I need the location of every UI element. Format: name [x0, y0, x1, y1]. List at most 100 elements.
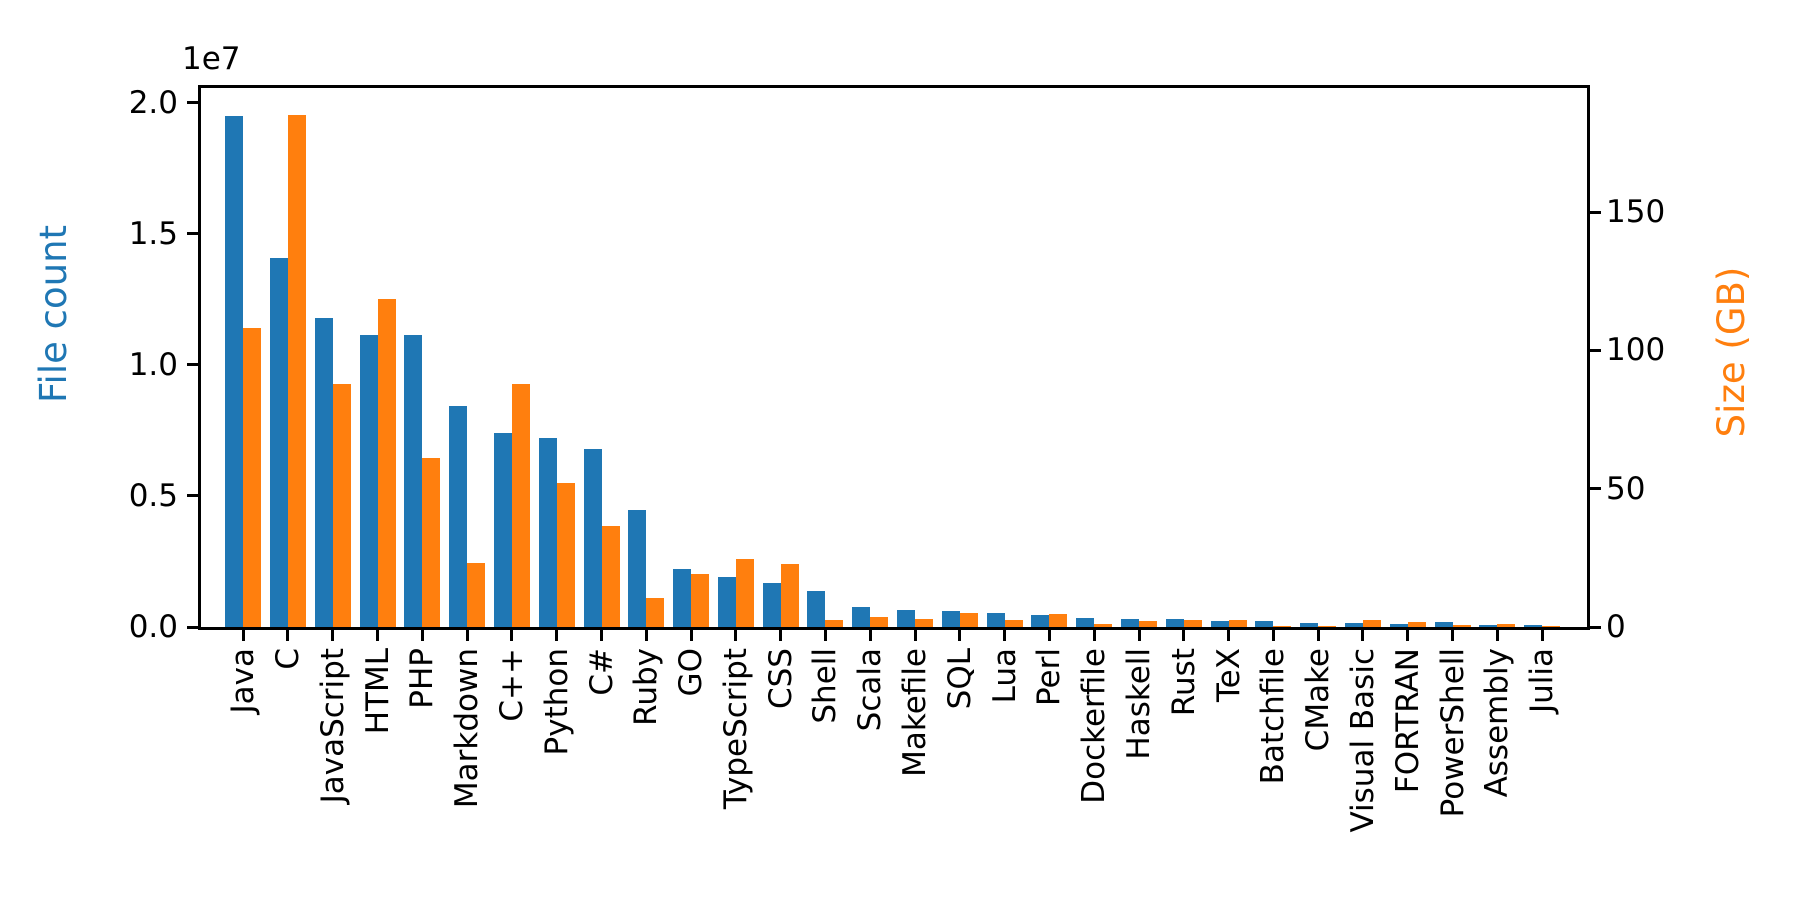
- x-tick-label-text: C#: [583, 648, 620, 696]
- bar-file-count-markdown: [449, 405, 468, 627]
- bar-size-gb-perl: [1049, 614, 1068, 627]
- x-tick-mark-tex: [1227, 630, 1231, 641]
- x-tick-label-text: Lua: [986, 648, 1023, 704]
- x-tick-label-text: Java: [225, 648, 262, 714]
- x-tick-label-text: Python: [538, 648, 575, 756]
- bar-file-count-lua: [986, 613, 1005, 627]
- bar-file-count-ruby: [628, 510, 647, 627]
- left-axis-offset-text: 1e7: [182, 41, 241, 77]
- bar-file-count-perl: [1031, 614, 1050, 627]
- bar-size-gb-visual-basic: [1362, 620, 1381, 627]
- bar-file-count-scala: [852, 607, 871, 627]
- x-tick-mark-haskell: [1137, 630, 1141, 641]
- x-tick-label-text: Rust: [1165, 648, 1202, 717]
- x-tick-mark-visual-basic: [1361, 630, 1365, 641]
- x-tick-label-tex: TeX: [1210, 648, 1247, 702]
- tick-mark-2.0: [187, 101, 198, 105]
- bar-file-count-php: [404, 334, 423, 627]
- x-tick-label-text: Dockerfile: [1076, 648, 1113, 804]
- bar-size-gb-tex: [1228, 620, 1247, 627]
- tick-label-0: 0: [1606, 609, 1626, 645]
- bar-size-gb-shell: [825, 619, 844, 627]
- x-tick-mark-rust: [1182, 630, 1186, 641]
- x-tick-label-c: C#: [583, 648, 620, 696]
- x-tick-label-text: JavaScript: [314, 648, 351, 804]
- bar-file-count-visual-basic: [1344, 622, 1363, 627]
- x-tick-label-text: Batchfile: [1255, 648, 1292, 785]
- bar-size-gb-fortran: [1407, 622, 1426, 627]
- tick-label-1.0: 1.0: [128, 346, 178, 383]
- x-tick-mark-go: [689, 630, 693, 641]
- x-tick-label-text: Perl: [1031, 648, 1068, 707]
- x-tick-label-text: Ruby: [628, 648, 665, 726]
- x-tick-label-text: PowerShell: [1434, 648, 1471, 818]
- bar-size-gb-assembly: [1497, 623, 1516, 627]
- bar-file-count-dockerfile: [1076, 617, 1095, 627]
- bar-file-count-c: [583, 448, 602, 627]
- x-tick-mark-typescript: [734, 630, 738, 641]
- x-tick-mark-c: [286, 630, 290, 641]
- tick-mark-0.5: [187, 494, 198, 498]
- left-axis-title: File count: [32, 225, 75, 411]
- bar-size-gb-rust: [1183, 619, 1202, 627]
- x-tick-label-text: Assembly: [1479, 648, 1516, 798]
- bar-file-count-sql: [941, 610, 960, 627]
- x-tick-label-text: FORTRAN: [1389, 648, 1426, 794]
- right-axis-title: Size (GB): [1710, 267, 1753, 446]
- x-tick-mark-sql: [958, 630, 962, 641]
- x-tick-label-text: GO: [673, 648, 710, 697]
- x-tick-mark-scala: [868, 630, 872, 641]
- bar-file-count-rust: [1165, 618, 1184, 627]
- x-tick-label-ruby: Ruby: [628, 648, 665, 726]
- x-tick-label-dockerfile: Dockerfile: [1076, 648, 1113, 804]
- tick-label-50: 50: [1606, 470, 1646, 507]
- bar-size-gb-scala: [870, 617, 889, 627]
- bar-size-gb-php: [422, 458, 441, 627]
- tick-mark-0: [1590, 625, 1601, 629]
- bar-file-count-java: [225, 116, 244, 627]
- bar-size-gb-ruby: [646, 597, 665, 627]
- x-tick-label-fortran: FORTRAN: [1389, 648, 1426, 794]
- x-tick-mark-c: [510, 630, 514, 641]
- x-tick-mark-dockerfile: [1092, 630, 1096, 641]
- bar-file-count-html: [359, 334, 378, 627]
- x-tick-mark-fortran: [1406, 630, 1410, 641]
- x-tick-label-php: PHP: [404, 648, 441, 709]
- x-tick-label-text: TeX: [1210, 648, 1247, 702]
- bar-size-gb-cmake: [1318, 626, 1337, 627]
- bar-file-count-batchfile: [1255, 620, 1274, 627]
- tick-label-2.0: 2.0: [128, 84, 178, 121]
- x-tick-label-assembly: Assembly: [1479, 648, 1516, 798]
- bar-file-count-tex: [1210, 621, 1229, 627]
- bar-file-count-haskell: [1121, 618, 1139, 627]
- x-tick-label-text: HTML: [359, 648, 396, 735]
- x-tick-label-text: Markdown: [449, 648, 486, 809]
- x-tick-mark-cmake: [1316, 630, 1320, 641]
- bar-size-gb-powershell: [1452, 625, 1471, 627]
- bar-size-gb-html: [377, 299, 396, 627]
- x-tick-label-text: Visual Basic: [1344, 648, 1381, 833]
- x-tick-label-sql: SQL: [942, 648, 978, 709]
- bar-size-gb-typescript: [735, 559, 754, 627]
- bar-size-gb-makefile: [915, 619, 934, 627]
- bar-size-gb-python: [556, 483, 575, 627]
- x-tick-label-text: C: [269, 648, 306, 670]
- tick-mark-100: [1590, 348, 1601, 352]
- bar-size-gb-c: [511, 383, 530, 627]
- x-tick-label-visual-basic: Visual Basic: [1344, 648, 1381, 833]
- bar-file-count-makefile: [897, 610, 916, 627]
- x-tick-label-markdown: Markdown: [449, 648, 486, 809]
- x-tick-label-perl: Perl: [1031, 648, 1068, 707]
- bar-file-count-cmake: [1300, 622, 1319, 627]
- bar-size-gb-haskell: [1139, 621, 1157, 627]
- x-tick-label-text: PHP: [404, 648, 441, 709]
- bar-file-count-typescript: [717, 577, 736, 627]
- bar-size-gb-sql: [959, 612, 978, 627]
- bar-size-gb-markdown: [467, 563, 486, 627]
- tick-mark-1.5: [187, 232, 198, 236]
- x-tick-mark-markdown: [465, 630, 469, 641]
- x-tick-label-text: Scala: [852, 648, 889, 732]
- x-tick-mark-assembly: [1495, 630, 1499, 641]
- tick-label-150: 150: [1606, 194, 1666, 231]
- bar-file-count-julia: [1524, 624, 1543, 627]
